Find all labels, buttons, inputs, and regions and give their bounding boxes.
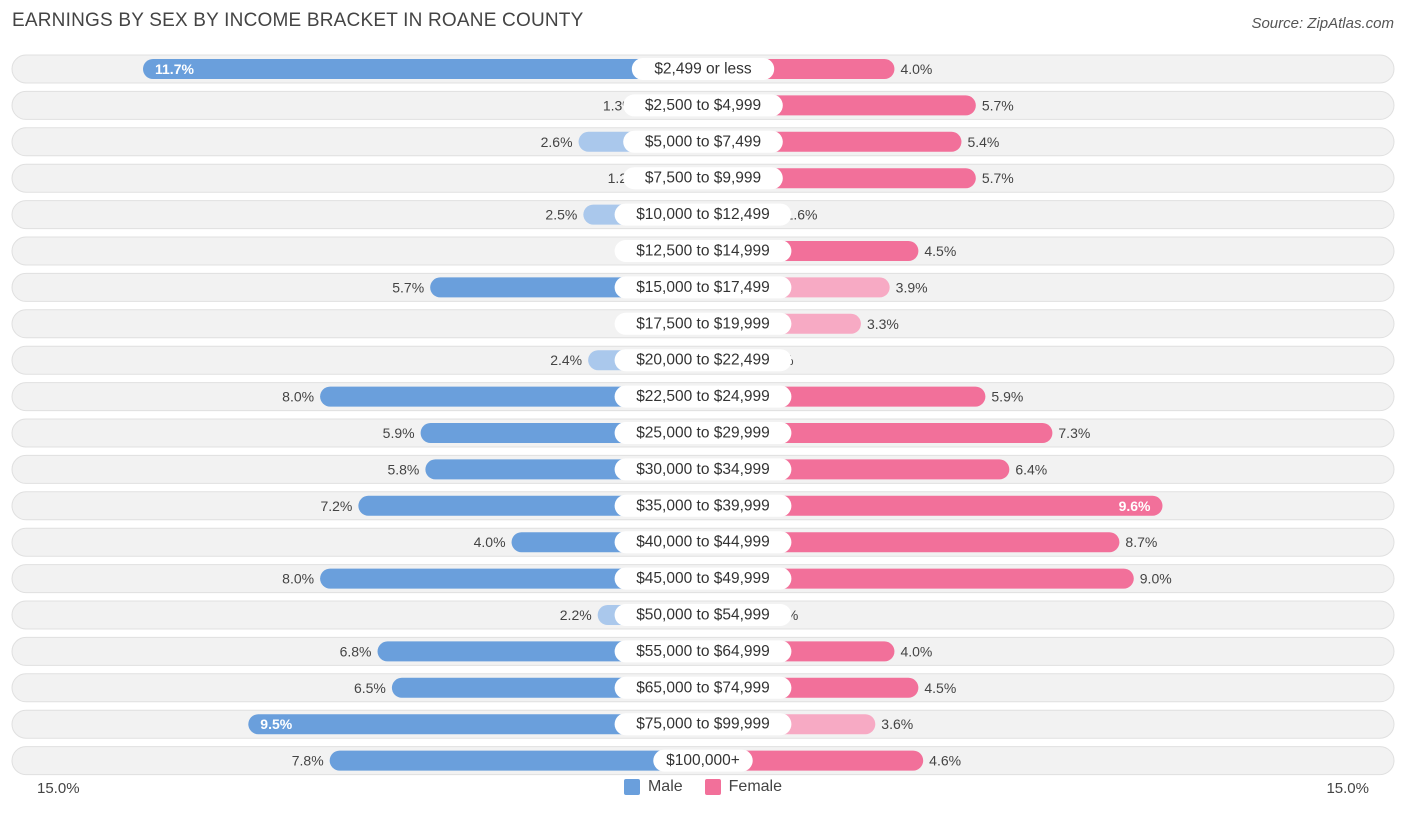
category-pill <box>623 130 783 153</box>
female-value-label: 4.0% <box>900 61 932 77</box>
female-value-label: 6.4% <box>1015 461 1047 477</box>
female-value-label: 4.0% <box>900 643 932 659</box>
female-bar <box>703 532 1120 553</box>
category-pill <box>631 58 775 80</box>
female-value-label: 7.3% <box>1058 425 1090 441</box>
legend-item-female[interactable]: Female <box>704 778 783 796</box>
male-value-label: 2.4% <box>550 352 582 368</box>
category-label: $40,000 to $44,999 <box>636 534 770 551</box>
category-pill <box>614 203 792 226</box>
female-bar <box>703 423 1053 443</box>
category-label: $100,000+ <box>666 752 740 769</box>
female-bar <box>703 495 1163 516</box>
male-value-label: 6.5% <box>354 680 386 696</box>
female-value-label: 5.9% <box>991 389 1023 405</box>
category-pill <box>614 494 792 517</box>
female-value-label: 1.6% <box>786 207 818 223</box>
category-pill <box>614 640 792 663</box>
category-label: $55,000 to $64,999 <box>636 643 770 660</box>
category-label: $10,000 to $12,499 <box>636 206 770 223</box>
category-pill <box>623 94 783 117</box>
category-pill <box>653 749 753 772</box>
female-value-label: 5.7% <box>982 170 1014 186</box>
legend-label-female: Female <box>728 778 783 795</box>
female-value-label: 4.6% <box>929 753 961 769</box>
male-bar <box>320 568 703 589</box>
category-pill <box>623 167 783 190</box>
category-label: $7,500 to $9,999 <box>645 170 761 187</box>
category-label: $12,500 to $14,999 <box>636 243 770 260</box>
category-pill <box>614 349 792 372</box>
category-label: $2,499 or less <box>654 61 752 78</box>
female-value-label: 8.7% <box>1125 534 1157 550</box>
chart-source: Source: ZipAtlas.com <box>1251 15 1394 32</box>
category-label: $50,000 to $54,999 <box>636 607 770 624</box>
category-label: $45,000 to $49,999 <box>636 570 770 587</box>
category-label: $2,500 to $4,999 <box>645 97 761 114</box>
female-value-label: 3.9% <box>896 279 928 295</box>
category-label: $20,000 to $22,499 <box>636 352 770 369</box>
category-pill <box>614 385 792 408</box>
male-value-label: 9.5% <box>260 716 292 732</box>
male-value-label: 4.0% <box>474 534 506 550</box>
female-value-label: 3.6% <box>881 716 913 732</box>
category-pill <box>614 604 792 626</box>
male-value-label: 2.5% <box>545 207 577 223</box>
category-label: $35,000 to $39,999 <box>636 497 770 514</box>
male-value-label: 11.7% <box>155 61 194 77</box>
female-value-label: 5.4% <box>967 134 999 150</box>
category-label: $25,000 to $29,999 <box>636 425 770 442</box>
axis-min-label: 15.0% <box>37 780 80 797</box>
male-value-label: 6.8% <box>340 643 372 659</box>
male-bar <box>248 714 704 735</box>
female-value-label: 5.7% <box>982 97 1014 113</box>
male-value-label: 5.9% <box>383 425 415 441</box>
male-value-label: 5.8% <box>387 461 419 477</box>
category-pill <box>614 240 792 262</box>
legend-swatch-male <box>623 779 640 795</box>
male-value-label: 2.2% <box>560 607 592 623</box>
category-pill <box>614 567 792 590</box>
category-pill <box>614 312 792 335</box>
legend-item-male[interactable]: Male <box>623 778 683 796</box>
category-label: $5,000 to $7,499 <box>645 133 761 150</box>
male-bar <box>143 59 703 79</box>
female-bar <box>703 568 1134 589</box>
male-value-label: 5.7% <box>392 279 424 295</box>
category-pill <box>614 676 792 699</box>
category-pill <box>614 422 792 444</box>
female-bar <box>703 750 924 771</box>
female-value-label: 9.0% <box>1140 571 1172 587</box>
male-bar <box>329 750 703 771</box>
female-value-label: 9.6% <box>1119 498 1151 514</box>
male-bar <box>320 386 703 407</box>
category-label: $22,500 to $24,999 <box>636 388 770 405</box>
chart-title: EARNINGS BY SEX BY INCOME BRACKET IN ROA… <box>12 10 584 31</box>
category-label: $75,000 to $99,999 <box>636 716 770 733</box>
male-value-label: 7.8% <box>292 753 324 769</box>
axis-max-label: 15.0% <box>1326 780 1369 797</box>
category-pill <box>614 531 792 554</box>
female-value-label: 4.5% <box>924 243 956 259</box>
legend-label-male: Male <box>647 778 683 795</box>
male-value-label: 7.2% <box>320 498 352 514</box>
category-pill <box>614 713 792 736</box>
category-label: $17,500 to $19,999 <box>636 315 770 332</box>
category-label: $65,000 to $74,999 <box>636 679 770 696</box>
category-pill <box>614 276 792 299</box>
legend-swatch-female <box>704 779 721 795</box>
male-value-label: 2.6% <box>541 134 573 150</box>
female-value-label: 4.5% <box>924 680 956 696</box>
category-pill <box>614 458 792 481</box>
category-label: $15,000 to $17,499 <box>636 279 770 296</box>
legend: Male Female <box>0 778 1406 796</box>
female-value-label: 3.3% <box>867 316 899 332</box>
male-value-label: 8.0% <box>282 571 314 587</box>
category-label: $30,000 to $34,999 <box>636 461 770 478</box>
male-value-label: 8.0% <box>282 389 314 405</box>
